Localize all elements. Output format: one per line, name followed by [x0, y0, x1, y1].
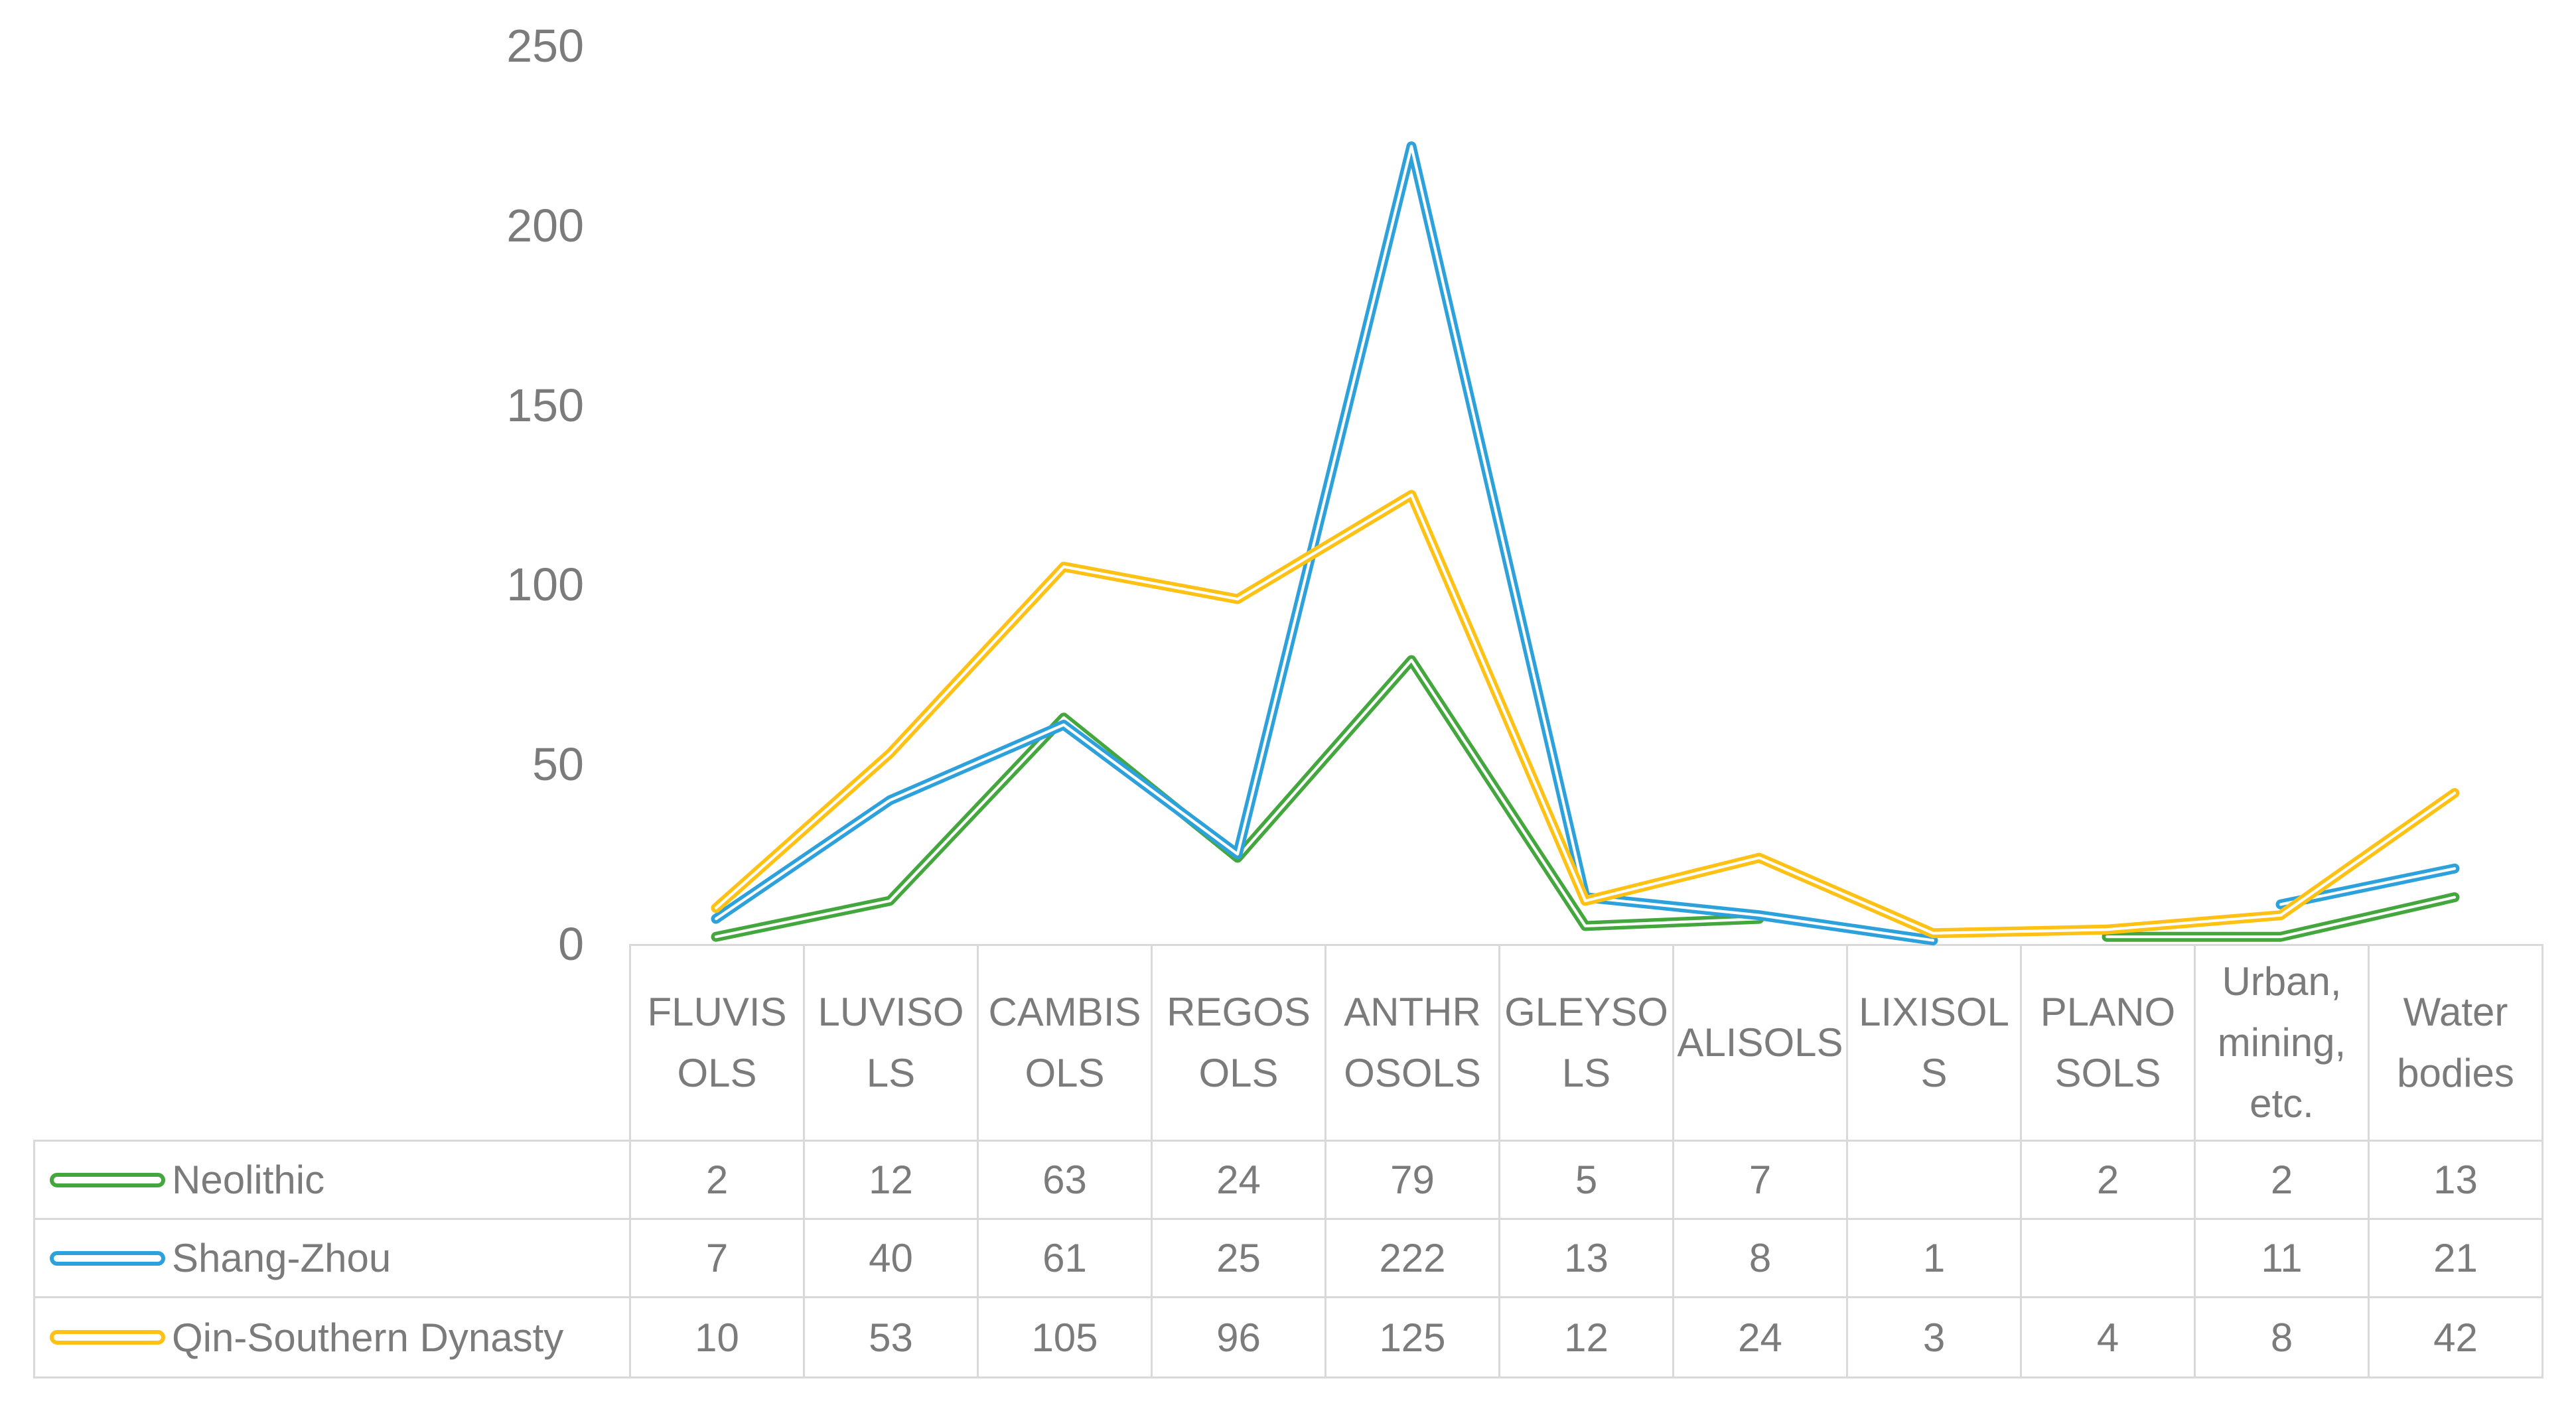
- table-corner-spacer: [35, 945, 630, 1141]
- y-axis-tick-label: 50: [532, 738, 584, 791]
- legend-entry: Neolithic: [35, 1157, 629, 1203]
- table-row: Qin-Southern Dynasty 10 53 105 96 125 12 24 3 4 8 4…: [33, 1296, 2543, 1378]
- table-cell: 12: [803, 1140, 979, 1220]
- table-cell: 13: [2368, 1140, 2543, 1220]
- legend-cell: Qin-Southern Dynasty: [33, 1296, 631, 1378]
- table-cell: 222: [1324, 1218, 1500, 1298]
- column-header-line: GLEYSO: [1504, 990, 1668, 1034]
- column-header: CAMBIS OLS: [977, 944, 1153, 1142]
- column-header-line: ANTHR: [1344, 990, 1481, 1034]
- column-header-line: LS: [1561, 1051, 1611, 1095]
- column-header-line: OLS: [1025, 1051, 1105, 1095]
- y-axis-tick-label: 250: [506, 20, 584, 72]
- series-line-shang-zhou: [711, 141, 2460, 946]
- table-cell: 10: [629, 1296, 805, 1378]
- y-axis-tick-label: 150: [506, 379, 584, 431]
- column-header: ALISOLS: [1672, 944, 1848, 1142]
- y-axis-tick-label: 100: [506, 559, 584, 611]
- column-header: GLEYSO LS: [1498, 944, 1674, 1142]
- table-cell: 2: [629, 1140, 805, 1220]
- series-line-qin-southern-dynasty: [711, 490, 2460, 939]
- column-header: REGOS OLS: [1151, 944, 1326, 1142]
- series-line-neolithic: [711, 655, 2460, 942]
- column-header-line: bodies: [2397, 1051, 2514, 1095]
- column-header-line: etc.: [2250, 1081, 2314, 1126]
- table-cell: 40: [803, 1218, 979, 1298]
- column-header: FLUVIS OLS: [629, 944, 805, 1142]
- table-cell: 4: [2020, 1296, 2196, 1378]
- column-header-line: ALISOLS: [1677, 1020, 1843, 1065]
- table-cell: 24: [1672, 1296, 1848, 1378]
- legend-series-name: Neolithic: [172, 1158, 325, 1202]
- column-header-line: LUVISO: [818, 990, 964, 1034]
- legend-series-name: Qin-Southern Dynasty: [172, 1315, 564, 1360]
- column-header-line: CAMBIS: [988, 990, 1141, 1034]
- table-cell: 25: [1151, 1218, 1326, 1298]
- table-cell: 105: [977, 1296, 1153, 1378]
- column-header-line: OSOLS: [1344, 1051, 1481, 1095]
- column-header: Water bodies: [2368, 944, 2543, 1142]
- column-header: PLANO SOLS: [2020, 944, 2196, 1142]
- column-header-line: REGOS: [1167, 990, 1311, 1034]
- column-header-line: PLANO: [2040, 990, 2176, 1034]
- table-cell: 24: [1151, 1140, 1326, 1220]
- legend-cell: Shang-Zhou: [33, 1218, 631, 1298]
- legend-line-marker: [50, 1172, 165, 1187]
- table-cell: 125: [1324, 1296, 1500, 1378]
- table-cell: 8: [1672, 1218, 1848, 1298]
- table-cell: 2: [2020, 1140, 2196, 1220]
- table-cell: 13: [1498, 1218, 1674, 1298]
- table-row: Neolithic 2 12 63 24 79 5 7 2 2 13: [33, 1140, 2543, 1220]
- table-cell: 12: [1498, 1296, 1674, 1378]
- column-header-line: OLS: [1198, 1051, 1279, 1095]
- column-header: Urban, mining, etc.: [2194, 944, 2370, 1142]
- y-axis-tick-label: 200: [506, 199, 584, 251]
- column-header-line: OLS: [677, 1051, 757, 1095]
- table-cell: 11: [2194, 1218, 2370, 1298]
- table-cell: 42: [2368, 1296, 2543, 1378]
- column-header-line: FLUVIS: [647, 990, 787, 1034]
- table-cell: 7: [1672, 1140, 1848, 1220]
- column-header-line: SOLS: [2054, 1051, 2161, 1095]
- legend-entry: Qin-Southern Dynasty: [35, 1315, 629, 1361]
- table-cell: 1: [1846, 1218, 2022, 1298]
- column-header: ANTHR OSOLS: [1324, 944, 1500, 1142]
- column-header-line: Water: [2403, 990, 2508, 1034]
- table-cell: 21: [2368, 1218, 2543, 1298]
- table-cell: 96: [1151, 1296, 1326, 1378]
- table-cell: 61: [977, 1218, 1153, 1298]
- table-cell: 2: [2194, 1140, 2370, 1220]
- legend-line-marker: [50, 1250, 165, 1266]
- table-cell: 7: [629, 1218, 805, 1298]
- table-cell: 53: [803, 1296, 979, 1378]
- column-header-line: mining,: [2217, 1020, 2346, 1065]
- table-cell: 5: [1498, 1140, 1674, 1220]
- table-cell: [1846, 1140, 2022, 1220]
- column-header-line: Urban,: [2222, 959, 2342, 1004]
- table-row: Shang-Zhou 7 40 61 25 222 13 8 1 11 21: [33, 1218, 2543, 1298]
- column-header-line: LS: [866, 1051, 916, 1095]
- column-header-line: LIXISOL: [1859, 990, 2009, 1034]
- legend-cell: Neolithic: [33, 1140, 631, 1220]
- legend-series-name: Shang-Zhou: [172, 1236, 392, 1280]
- table-cell: 3: [1846, 1296, 2022, 1378]
- column-header: LUVISO LS: [803, 944, 979, 1142]
- data-table: FLUVIS OLS LUVISO LS CAMBIS OLS REGOS OLS ANTHR O…: [33, 944, 2543, 1378]
- legend-entry: Shang-Zhou: [35, 1235, 629, 1281]
- column-header: LIXISOL S: [1846, 944, 2022, 1142]
- y-axis-tick-label: 0: [558, 918, 584, 970]
- table-cell: 8: [2194, 1296, 2370, 1378]
- table-cell: [2020, 1218, 2196, 1298]
- column-header-line: S: [1920, 1051, 1948, 1095]
- legend-line-marker: [50, 1330, 165, 1345]
- table-cell: 79: [1324, 1140, 1500, 1220]
- table-cell: 63: [977, 1140, 1153, 1220]
